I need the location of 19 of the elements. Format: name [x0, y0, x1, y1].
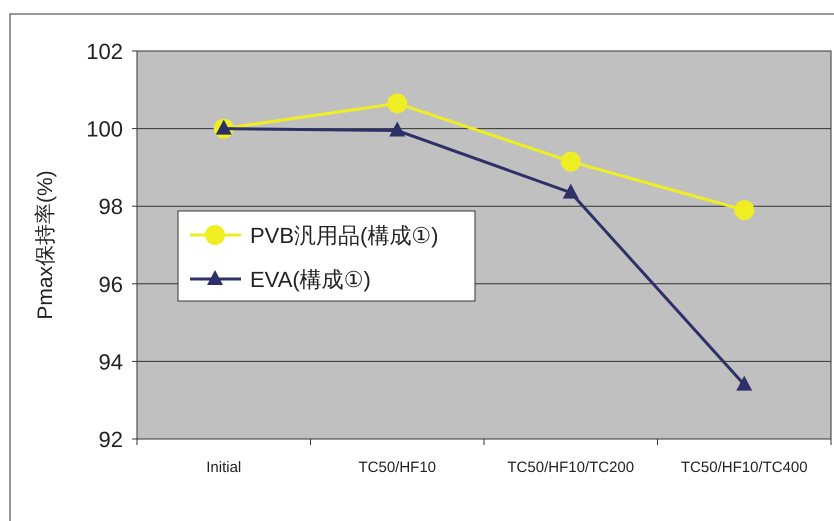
point [734, 200, 754, 220]
point [389, 122, 406, 137]
y-tick-label: 94 [98, 349, 123, 374]
x-tick-label: TC50/HF10 [358, 459, 436, 476]
y-tick-label: 92 [98, 427, 123, 452]
x-tick-label: TC50/HF10/TC200 [507, 459, 634, 476]
y-tick-label: 98 [98, 194, 123, 220]
point [736, 376, 752, 391]
y-axis-title: Pmax保持率(%) [34, 170, 57, 320]
x-tick-label: Initial [206, 459, 242, 476]
y-tick-label: 102 [86, 39, 123, 64]
legend-label: EVA(構成①) [250, 267, 371, 292]
x-tick-label: TC50/HF10/TC400 [680, 459, 808, 476]
y-tick-label: 96 [98, 272, 123, 297]
point [387, 93, 408, 114]
point [560, 152, 581, 172]
point [562, 184, 579, 199]
y-tick-label: 100 [86, 116, 123, 142]
legend-label: PVB汎用品(構成①) [250, 223, 438, 248]
